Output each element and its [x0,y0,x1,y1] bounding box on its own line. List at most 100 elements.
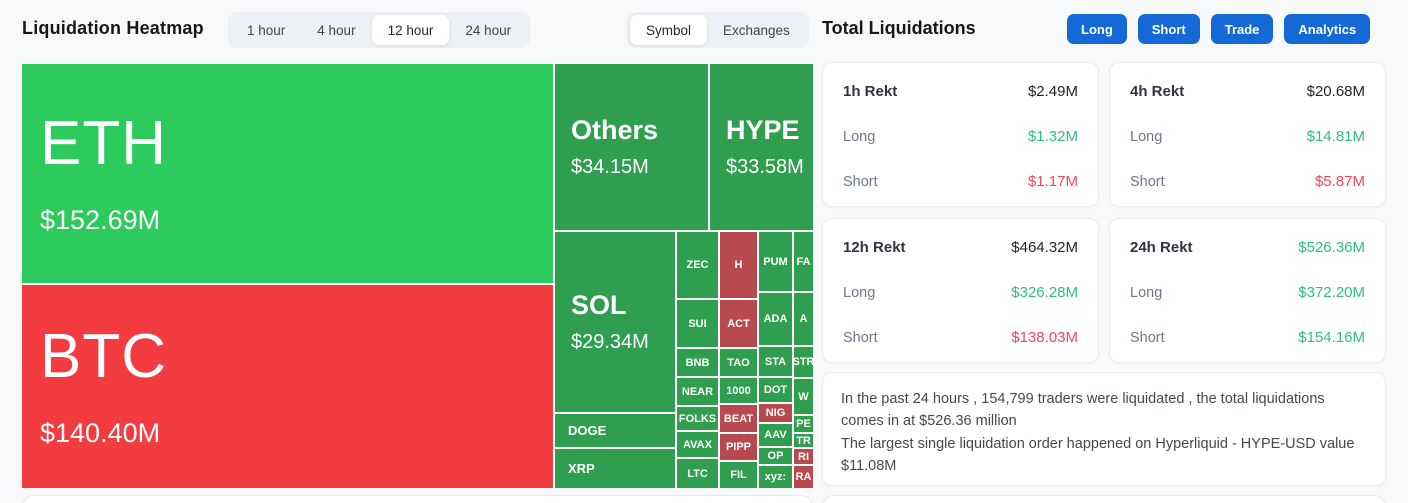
treemap-cell-symbol: H [734,259,743,271]
treemap-cell-symbol: W [798,390,809,403]
view-toggle-symbol[interactable]: Symbol [630,15,708,45]
treemap-cell-XRP[interactable]: XRP [555,449,675,488]
treemap-cell-value: $34.15M [571,156,649,178]
treemap-cell-TR[interactable]: TR [794,434,813,447]
timeframe-1hour[interactable]: 1 hour [247,22,286,38]
treemap-cell-W[interactable]: W [794,379,813,414]
treemap-cell-PE[interactable]: PE [794,416,813,432]
treemap-cell-BEAT[interactable]: BEAT [720,405,757,432]
treemap-cell-symbol: xyz: [764,471,787,483]
treemap-cell-NEAR[interactable]: NEAR [677,378,718,405]
treemap-cell-symbol: BNB [685,356,710,369]
treemap-cell-symbol: TAO [727,356,750,369]
summary-line-1: In the past 24 hours , 154,799 traders w… [841,391,1325,430]
treemap-cell-symbol: BEAT [723,412,754,425]
treemap-cell-HYPE[interactable]: HYPE $33.58M [710,64,813,230]
treemap-cell-A[interactable]: A [794,293,813,345]
treemap-cell-PIPP[interactable]: PIPP [720,434,757,460]
treemap-cell-symbol: AAV [764,429,787,441]
timeframe-24hour[interactable]: 24 hour [465,22,512,38]
long-button[interactable]: Long [1067,14,1127,44]
treemap-cell-symbol: ZEC [686,259,709,271]
short-button[interactable]: Short [1137,14,1200,44]
treemap-cell-symbol: SOL [571,290,627,320]
short-value: $5.87M [1314,173,1365,190]
action-buttons: Long Short Trade Analytics [1067,14,1371,44]
treemap-cell-FIL[interactable]: FIL [720,462,757,488]
treemap-cell-DOGE[interactable]: DOGE [555,414,675,447]
card-total: $20.68M [1306,83,1365,100]
long-value: $326.28M [1011,284,1078,301]
trade-button[interactable]: Trade [1210,14,1274,44]
treemap-cell-symbol: PE [796,418,811,430]
treemap-cell-ETH[interactable]: ETH $152.69M [22,64,553,283]
treemap-cell-symbol: PUM [763,255,788,268]
short-value: $1.17M [1027,173,1078,190]
card-total: $2.49M [1027,83,1078,100]
treemap-cell-FA[interactable]: FA [794,232,813,291]
treemap-cell-SOL[interactable]: SOL $29.34M [555,232,675,412]
timeframe-control: 1 hour 4 hour 12 hour 24 hour [228,12,531,48]
treemap-cell-BTC[interactable]: BTC $140.40M [22,285,553,488]
treemap-cell-FOLKS[interactable]: FOLKS [677,407,718,430]
treemap-cell-symbol: DOT [763,384,788,396]
liquidation-summary-panel: In the past 24 hours , 154,799 traders w… [822,372,1386,486]
treemap-cell-symbol: 1000 [726,384,751,397]
treemap-cell-symbol: XRP [568,461,595,476]
treemap-cell-Others[interactable]: Others $34.15M [555,64,708,230]
treemap-cell-AVAX[interactable]: AVAX [677,432,718,457]
rekt-cards: 1h Rekt $2.49M Long $1.32M Short $1.17M 4h … [822,62,1386,363]
view-toggle: Symbol Exchanges [627,12,809,48]
treemap-cell-OP[interactable]: OP [759,448,792,464]
long-label: Long [843,284,876,301]
long-label: Long [1130,284,1163,301]
treemap-cell-RI[interactable]: RI [794,449,813,464]
treemap-cell-symbol: DOGE [568,423,607,438]
treemap-cell-NIG[interactable]: NIG [759,404,792,422]
treemap-cell-symbol: AVAX [683,438,712,451]
short-value: $154.16M [1298,329,1365,346]
treemap-cell-ADA[interactable]: ADA [759,293,792,345]
long-label: Long [1130,128,1163,145]
treemap-cell-value: $140.40M [40,417,161,448]
summary-line-2: The largest single liquidation order hap… [841,435,1355,475]
short-value: $138.03M [1011,329,1078,346]
card-total: $464.32M [1011,239,1078,256]
treemap-cell-SUI[interactable]: SUI [677,300,718,347]
treemap-cell-DOT[interactable]: DOT [759,378,792,402]
treemap-cell-STA[interactable]: STA [759,347,792,376]
treemap-cell-STR[interactable]: STR [794,347,813,377]
long-value: $1.32M [1027,128,1078,145]
treemap-cell-RA[interactable]: RA [794,466,813,488]
treemap-cell-symbol: A [799,313,808,325]
timeframe-12hour[interactable]: 12 hour [371,15,450,45]
treemap-cell-1000[interactable]: 1000 [720,378,757,403]
treemap-cell-ACT[interactable]: ACT [720,300,757,347]
treemap-cell-symbol: LTC [687,467,708,480]
timeframe-4hour[interactable]: 4 hour [317,22,356,38]
treemap-cell-PUM[interactable]: PUM [759,232,792,291]
long-value: $372.20M [1298,284,1365,301]
treemap-cell-ZEC[interactable]: ZEC [677,232,718,298]
treemap-cell-LTC[interactable]: LTC [677,459,718,488]
rekt-card-12h[interactable]: 12h Rekt $464.32M Long $326.28M Short $138.… [822,218,1099,363]
treemap-cell-symbol: STR [794,356,813,368]
short-label: Short [843,173,878,190]
treemap-cell-symbol: BTC [40,322,167,392]
short-label: Short [1130,173,1165,190]
treemap-cell-AAV[interactable]: AAV [759,424,792,446]
treemap-cell-xyz:[interactable]: xyz: [759,466,792,488]
treemap-cell-symbol: ETH [40,109,167,179]
card-period: 4h Rekt [1130,83,1185,100]
treemap-cell-BNB[interactable]: BNB [677,349,718,376]
rekt-card-24h[interactable]: 24h Rekt $526.36M Long $372.20M Short $154.… [1109,218,1386,363]
rekt-card-4h[interactable]: 4h Rekt $20.68M Long $14.81M Short $5.87M [1109,62,1386,207]
rekt-card-1h[interactable]: 1h Rekt $2.49M Long $1.32M Short $1.17M [822,62,1099,207]
treemap-cell-symbol: PIPP [725,441,752,453]
view-toggle-exchanges[interactable]: Exchanges [723,22,790,38]
treemap-cell-TAO[interactable]: TAO [720,349,757,376]
analytics-button[interactable]: Analytics [1284,14,1371,44]
treemap-cell-H[interactable]: H [720,232,757,298]
long-value: $14.81M [1306,128,1365,145]
treemap-cell-symbol: NIG [765,407,786,419]
